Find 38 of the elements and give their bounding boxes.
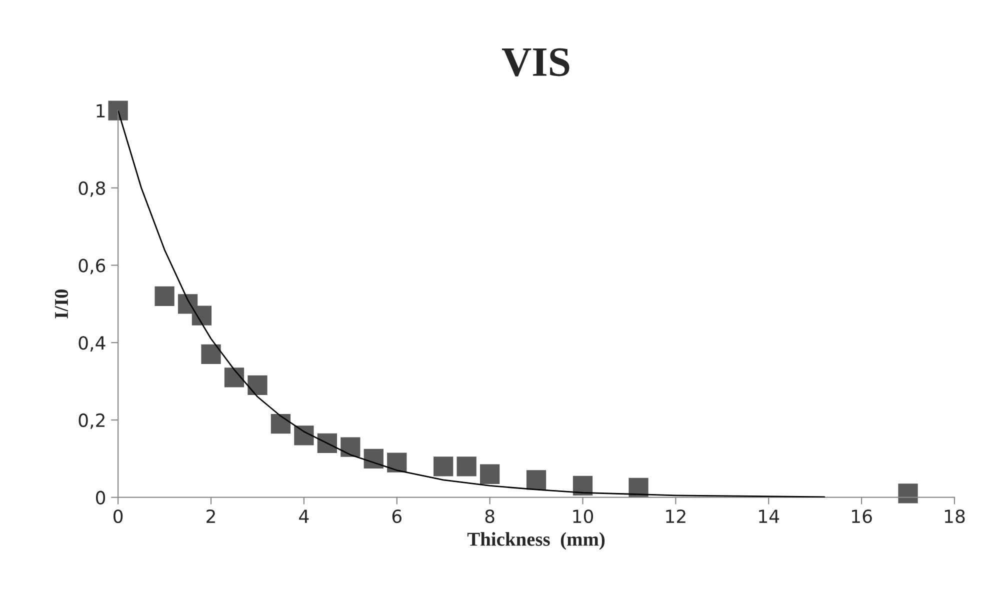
y-tick-label: 1 (96, 104, 105, 118)
point (628, 478, 648, 498)
x-tick-label: 8 (485, 509, 494, 524)
y-tick-label: 0,8 (78, 181, 106, 197)
x-axis-title: Thickness (mm) (467, 532, 605, 550)
y-tick-label: 0,2 (78, 413, 104, 429)
chart-title: VIS (502, 48, 570, 76)
x-tick-label: 6 (392, 509, 402, 524)
point (192, 306, 212, 326)
point (154, 286, 174, 306)
point (248, 375, 268, 395)
y-axis-title: I/I0 (54, 290, 68, 318)
point (898, 484, 918, 504)
x-tick-label: 12 (666, 509, 686, 523)
x-tick-label: 16 (852, 509, 872, 524)
point (572, 476, 593, 496)
point (224, 368, 244, 388)
point (387, 452, 407, 472)
point (480, 464, 500, 484)
x-tick-label: 0 (114, 509, 123, 524)
point (340, 437, 360, 457)
x-tick-label: 2 (206, 509, 215, 523)
point (294, 426, 314, 446)
point (526, 470, 546, 490)
x-tick-label: 14 (759, 510, 780, 523)
point (270, 414, 291, 434)
x-tick-label: 18 (944, 509, 965, 524)
point (201, 344, 221, 364)
point (434, 456, 454, 476)
y-tick-label: 0,4 (78, 336, 106, 352)
point (317, 433, 337, 454)
x-tick-label: 4 (299, 510, 309, 523)
point (456, 456, 476, 476)
point (364, 448, 384, 468)
y-tick-label: 0,6 (78, 258, 106, 274)
x-tick-label: 10 (573, 509, 594, 524)
point (108, 100, 128, 120)
y-tick-label: 0 (96, 490, 106, 504)
